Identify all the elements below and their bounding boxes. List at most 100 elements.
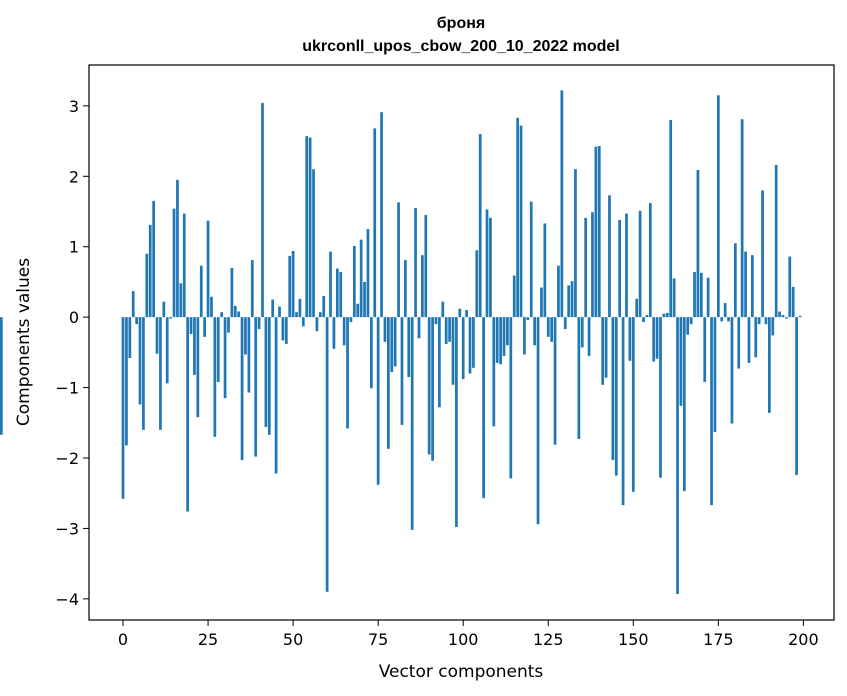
bar (621, 317, 625, 506)
x-tick-label: 50 (283, 630, 303, 649)
bar (380, 112, 383, 318)
x-tick-label: 25 (198, 630, 218, 649)
bar (560, 90, 564, 318)
bar (676, 317, 679, 594)
bar (318, 312, 322, 318)
bar (274, 317, 278, 474)
bar (502, 317, 506, 356)
bar (785, 317, 788, 319)
bar (638, 210, 642, 318)
bar (750, 255, 754, 318)
bar (247, 317, 251, 393)
bar (431, 317, 434, 461)
bar (305, 136, 309, 318)
bar (329, 251, 332, 318)
bar (482, 317, 485, 499)
bar (152, 200, 155, 318)
bar (404, 260, 407, 318)
bar (366, 229, 370, 318)
bar (169, 317, 173, 319)
bar (271, 299, 275, 318)
bar (774, 165, 778, 318)
y-tick-label: −2 (55, 449, 79, 468)
x-axis-label: Vector components (379, 662, 544, 682)
bar (706, 277, 710, 318)
bar (155, 317, 159, 354)
bar (128, 317, 132, 358)
y-tick-label: −4 (55, 590, 79, 609)
bar (230, 267, 234, 318)
bar (387, 317, 390, 449)
bar (216, 317, 220, 382)
bar (625, 213, 628, 318)
bar (733, 243, 737, 318)
bar (686, 317, 690, 335)
bar (795, 317, 798, 475)
bar (254, 317, 258, 457)
bar (288, 255, 292, 318)
bar (540, 287, 543, 318)
bar (614, 317, 618, 476)
bar (315, 317, 319, 332)
bar (281, 317, 285, 341)
bar (744, 251, 747, 318)
x-tick-label: 75 (368, 630, 388, 649)
bar (604, 317, 608, 378)
bar (135, 317, 138, 325)
bar (703, 317, 707, 382)
bar (472, 317, 475, 368)
bar (550, 317, 554, 342)
bar (778, 311, 781, 318)
bar (210, 296, 213, 318)
bar (237, 311, 241, 318)
bar (580, 317, 584, 348)
bar (512, 275, 516, 318)
bar (352, 246, 356, 318)
bar (421, 255, 424, 318)
bar (356, 303, 360, 318)
bar (203, 317, 207, 337)
bar (628, 317, 632, 361)
bar (335, 268, 339, 318)
bar (485, 209, 489, 318)
bar (339, 272, 343, 318)
bar (176, 179, 179, 318)
bar (659, 317, 662, 478)
bar (189, 317, 193, 335)
bar (444, 317, 448, 344)
bar (131, 291, 135, 318)
bar (373, 128, 377, 318)
bar (267, 317, 271, 435)
bar (631, 317, 635, 492)
bar (417, 317, 421, 339)
bar (148, 224, 152, 318)
bar (308, 137, 312, 318)
bar (798, 315, 802, 318)
bar (312, 169, 315, 318)
bar (747, 317, 751, 363)
bar (682, 317, 686, 492)
y-tick-label: 1 (69, 238, 79, 257)
bar (570, 281, 574, 318)
bar (257, 317, 261, 330)
bar (618, 219, 622, 318)
bar (546, 317, 550, 337)
bar (506, 317, 509, 346)
bar (529, 201, 533, 318)
bar (193, 317, 196, 375)
bar (553, 317, 557, 445)
y-axis-ticks: −4 −3 −2 −1 0 1 2 3 (55, 97, 89, 609)
bar (438, 317, 441, 408)
bar (519, 125, 523, 318)
bar (584, 217, 588, 318)
bar (407, 317, 411, 378)
bar (451, 317, 455, 385)
x-axis-ticks: 0 25 50 75 100 125 150 175 200 (118, 620, 819, 649)
bar (220, 312, 224, 318)
bar (662, 313, 666, 318)
bar (199, 265, 203, 318)
bar (424, 215, 428, 318)
bar (754, 317, 758, 358)
bar (138, 317, 142, 405)
